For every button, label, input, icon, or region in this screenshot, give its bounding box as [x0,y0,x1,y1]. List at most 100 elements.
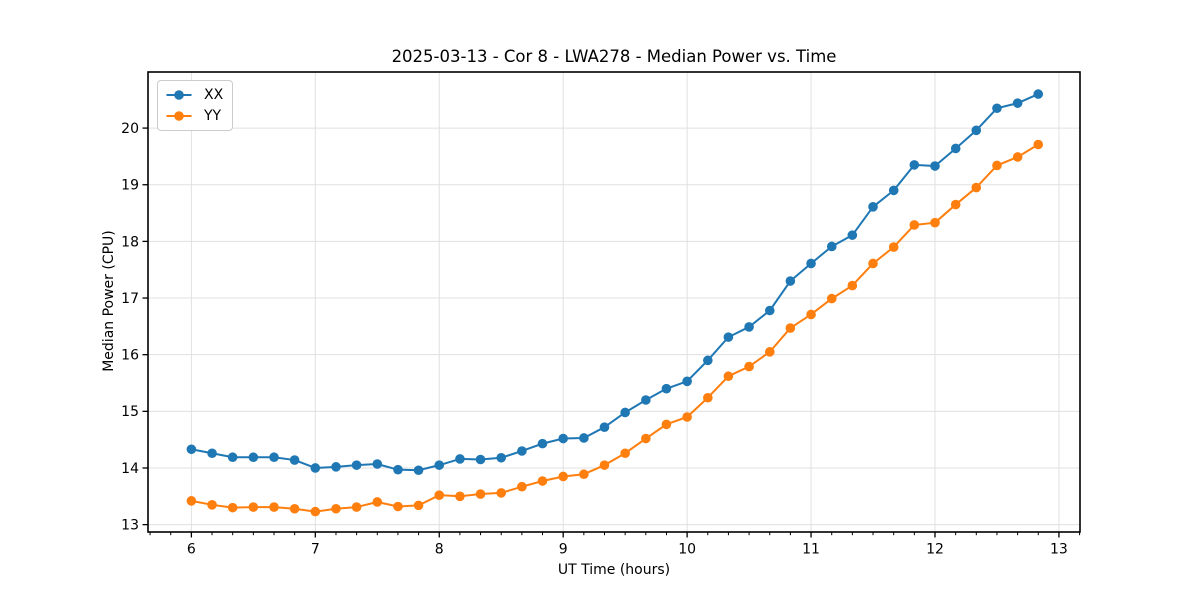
xx-data-point [971,125,982,136]
xx-data-point [579,433,589,443]
xx-data-point [310,463,321,473]
yy-data-point [372,497,383,507]
xx-data-point [434,460,445,470]
yy-data-point [413,500,424,511]
yy-data-point [641,433,651,444]
yy-data-point [764,347,775,357]
gridlines [148,72,1080,532]
xx-data-point [1012,98,1023,108]
xx-data-point [1033,89,1044,99]
legend-entry-xx: XX [165,86,223,103]
xx-data-point [661,383,672,394]
xx-data-point [455,454,465,464]
yy-data-point [1033,139,1044,150]
yy-data-point [847,280,858,291]
yy-data-point [599,460,610,470]
y-tick-label: 18 [121,234,139,250]
yy-data-point [785,323,796,333]
yy-data-point [331,503,341,514]
xx-data-point [227,452,238,463]
xx-data-point [599,422,610,432]
yy-data-point [186,496,197,506]
y-axis-label: Median Power (CPU) [101,230,117,372]
yy-data-point [517,481,527,492]
y-tick-label: 14 [121,461,139,477]
x-tick-label: 6 [187,542,196,558]
legend-label-yy: YY [204,107,222,124]
yy-data-point [620,448,630,459]
legend-swatch-marker [174,89,184,100]
yy-data-point [558,471,568,482]
yy-data-point [475,489,486,499]
xx-data-point [248,452,259,463]
xx-data-point [785,276,796,286]
xx-data-point [351,460,362,470]
chart-title: 2025-03-13 - Cor 8 - LWA278 - Median Pow… [391,47,837,66]
y-tick-label: 16 [121,348,139,364]
yy-data-point [227,502,238,513]
y-tick-label: 15 [121,404,139,420]
yy-series-line [190,143,1040,513]
xx-data-point [537,438,548,449]
xx-data-point [475,454,486,465]
yy-data-point [744,361,754,372]
x-tick-label: 7 [311,542,320,558]
yy-data-point [289,503,300,514]
xx-series-markers [186,89,1044,476]
yy-data-point [579,469,589,480]
xx-data-point [186,444,197,455]
yy-data-point [682,412,692,422]
y-tick-label: 17 [121,291,139,307]
x-tick-label: 8 [435,542,444,558]
xx-data-point [826,241,837,252]
yy-data-point [496,488,507,498]
yy-data-point [868,258,878,269]
yy-data-point [434,490,445,500]
xx-data-point [682,376,692,387]
x-axis-ticks: 6 7 8 9 10 11 12 13 [149,532,1081,558]
xx-data-point [372,459,383,469]
y-tick-label: 13 [121,518,139,534]
xx-data-point [413,465,424,476]
yy-data-point [310,506,321,517]
legend-entry-yy: YY [165,107,223,124]
xx-data-point [930,161,940,171]
legend-swatch-marker [174,110,184,121]
y-tick-label: 19 [121,178,139,194]
xx-data-point [703,355,713,366]
yy-data-point [393,501,403,512]
yy-data-point [248,502,259,512]
x-tick-label: 12 [926,542,944,558]
xx-data-point [207,448,217,459]
xx-data-point [289,455,300,465]
xx-data-point [620,407,630,418]
yy-data-point [207,500,217,510]
yy-data-point [930,217,940,228]
xx-data-point [888,185,899,196]
xx-data-point [744,322,754,332]
x-tick-label: 10 [678,542,696,558]
xx-data-point [806,258,816,269]
yy-data-point [351,502,362,512]
xx-data-point [950,143,961,154]
yy-data-point [826,293,837,304]
axes-box [147,71,1081,533]
yy-data-point [950,199,961,210]
xx-data-point [909,160,920,170]
y-axis-ticks: 13 14 15 16 17 18 19 20 [121,121,148,534]
x-tick-label: 13 [1050,542,1068,558]
yy-data-point [806,309,816,320]
xx-data-point [331,462,341,472]
yy-data-point [455,491,465,502]
x-tick-label: 11 [802,542,820,558]
xx-data-point [847,230,858,240]
yy-data-point [1012,152,1023,162]
yy-data-point [703,392,713,403]
xx-data-point [393,464,403,475]
xx-data-point [641,395,651,405]
xx-series-line [190,93,1040,472]
yy-data-point [269,502,279,512]
yy-data-point [992,160,1002,171]
yy-data-point [888,242,899,252]
yy-series-markers [186,139,1044,517]
